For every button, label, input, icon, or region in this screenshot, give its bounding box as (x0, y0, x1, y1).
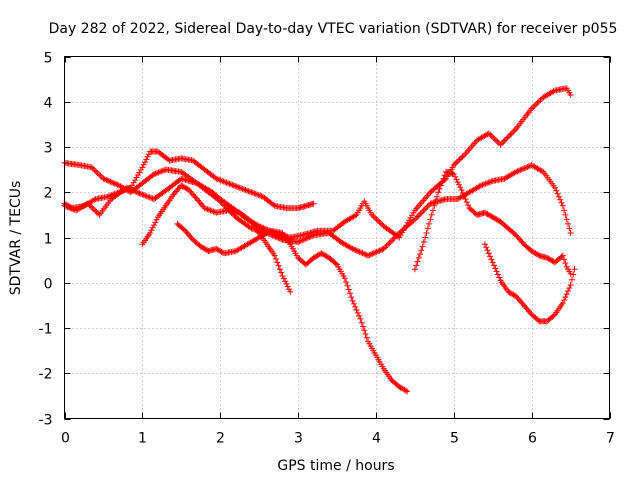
x-tick-label: 5 (450, 431, 459, 447)
plot-frame (64, 56, 610, 419)
plus-markers (481, 241, 578, 325)
plus-markers (411, 168, 574, 277)
y-tick-labels: -3 -2 -1 0 1 2 3 4 5 (39, 51, 53, 429)
x-tick-label: 3 (294, 431, 303, 447)
x-tick-label: 6 (528, 431, 537, 447)
x-tick-label: 4 (372, 431, 381, 447)
series-track-e (174, 220, 411, 395)
y-axis-label: SDTVAR / TECUs (8, 181, 24, 296)
x-tick-label: 0 (61, 431, 70, 447)
x-tick-label: 1 (138, 431, 147, 447)
y-tick-label: 3 (44, 141, 53, 157)
axis-ticks (64, 56, 611, 420)
x-tick-labels: 0 1 2 3 4 5 6 7 (61, 431, 615, 447)
series-track-g (481, 241, 578, 325)
y-tick-label: 5 (44, 51, 53, 67)
plus-markers (139, 182, 294, 295)
y-tick-label: -3 (39, 413, 53, 429)
y-tick-label: 1 (44, 232, 53, 248)
series-track-f (411, 168, 574, 277)
data-points (61, 85, 578, 395)
y-tick-label: 4 (44, 96, 53, 112)
x-axis-label: GPS time / hours (277, 458, 394, 474)
x-tick-label: 2 (216, 431, 225, 447)
y-tick-label: -1 (39, 322, 53, 338)
chart-title: Day 282 of 2022, Sidereal Day-to-day VTE… (49, 21, 618, 37)
y-tick-label: -2 (39, 367, 53, 383)
y-tick-label: 0 (44, 277, 53, 293)
plus-markers (174, 220, 411, 395)
y-tick-label: 2 (44, 186, 53, 202)
x-tick-label: 7 (606, 431, 615, 447)
series-track-d (139, 182, 294, 295)
